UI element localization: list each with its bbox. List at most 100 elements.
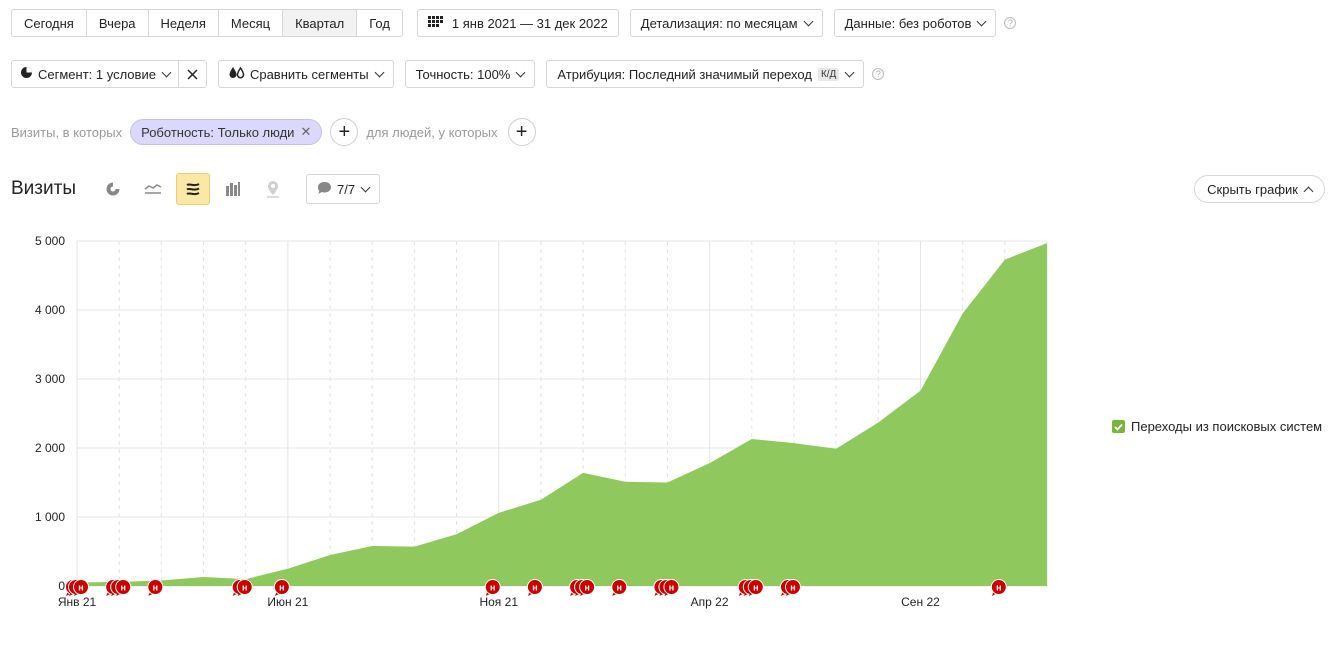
toolbar-row-1: Сегодня Вчера Неделя Месяц Квартал Год 1 янв … [11, 9, 1017, 37]
annotation-marker-label: н [120, 583, 125, 593]
annotation-marker-label: н [78, 583, 83, 593]
x-tick-label: Янв 21 [58, 595, 97, 609]
toolbar-row-2: Сегмент: 1 условие Сравнить сегменты Точ… [11, 60, 885, 88]
visits-area-chart: 0 1 000 2 000 3 000 4 000 5 000 Янв 21 Июн 21 Но… [35, 234, 1048, 609]
compare-label: Сравнить сегменты [249, 66, 369, 82]
filter-chip-label: Роботность: Только люди [141, 124, 295, 140]
y-tick-label: 1 000 [35, 510, 65, 524]
annotation-marker [236, 579, 253, 595]
attribution-dropdown[interactable]: Атрибуция: Последний значимый переход К/… [546, 60, 865, 88]
segment-label: Сегмент: 1 условие [38, 66, 156, 82]
annotation-marker [115, 579, 132, 595]
annotation-marker-label: н [669, 583, 674, 593]
chart-legend: Переходы из поисковых систем [1112, 419, 1322, 434]
filter-row: Визиты, в которых Роботность: Только люд… [11, 118, 536, 146]
x-tick-label: Ноя 21 [479, 595, 518, 609]
chevron-down-icon [161, 67, 172, 77]
annotation-marker [273, 579, 290, 595]
series-area [77, 243, 1047, 586]
area-chart-icon[interactable] [175, 173, 210, 205]
annotation-marker [147, 579, 164, 595]
help-icon[interactable]: ? [1004, 17, 1017, 29]
chevron-down-icon [374, 67, 385, 77]
annotation-marker [611, 579, 628, 595]
chevron-down-icon [844, 67, 855, 77]
pie-chart-icon[interactable] [96, 173, 130, 205]
annotation-marker [784, 579, 801, 595]
annotation-marker [990, 579, 1007, 595]
annotation-marker-label: н [790, 583, 795, 593]
annotations-dropdown[interactable]: 7/7 [305, 174, 381, 204]
attribution-badge: К/Д [817, 67, 840, 81]
close-icon[interactable]: ✕ [300, 124, 312, 139]
comment-bubble-icon [317, 181, 332, 198]
filter-suffix: для людей, у которых [366, 124, 498, 140]
annotation-marker-label: н [242, 583, 247, 593]
bar-chart-icon[interactable] [216, 173, 250, 205]
accuracy-label: Точность: 100% [415, 66, 511, 82]
attribution-label: Атрибуция: Последний значимый переход [557, 66, 812, 82]
chevron-up-icon [1303, 186, 1314, 196]
map-chart-icon[interactable] [256, 173, 290, 205]
report-header: Визиты 7/7 [11, 173, 391, 205]
chevron-down-icon [803, 16, 814, 26]
annotation-marker-label: н [279, 583, 284, 593]
segment-clear-button[interactable] [178, 61, 206, 87]
y-tick-label: 3 000 [35, 372, 65, 386]
annotation-marker-label: н [153, 583, 158, 593]
segment-dropdown[interactable]: Сегмент: 1 условие [12, 61, 179, 87]
segment-control: Сегмент: 1 условие [11, 60, 207, 88]
compare-segments-dropdown[interactable]: Сравнить сегменты [217, 60, 394, 88]
chevron-down-icon [515, 67, 526, 77]
chevron-down-icon [360, 182, 371, 192]
annotation-marker [484, 579, 501, 595]
add-user-filter-button[interactable]: + [507, 118, 536, 146]
close-icon [187, 68, 198, 80]
annotation-marker-label: н [490, 583, 495, 593]
y-tick-label: 2 000 [35, 441, 65, 455]
annotation-marker-label: н [584, 583, 589, 593]
date-range-label: 1 янв 2021 — 31 дек 2022 [451, 15, 608, 31]
chevron-down-icon [976, 16, 987, 26]
annotation-marker [579, 579, 596, 595]
legend-series-label: Переходы из поисковых систем [1131, 419, 1323, 434]
help-icon[interactable]: ? [872, 68, 885, 80]
annotation-marker [73, 579, 89, 595]
filter-chip[interactable]: Роботность: Только люди ✕ [130, 119, 323, 145]
data-filter-label: Данные: без роботов [844, 15, 972, 31]
report-title: Визиты [11, 178, 76, 199]
x-tick-label: Июн 21 [267, 595, 308, 609]
data-filter-dropdown[interactable]: Данные: без роботов [833, 9, 997, 37]
annotation-marker [663, 579, 680, 595]
period-option[interactable]: Квартал [283, 10, 358, 36]
annotation-marker [747, 579, 764, 595]
hide-chart-label: Скрыть график [1207, 181, 1298, 197]
date-range-button[interactable]: 1 янв 2021 — 31 дек 2022 [416, 9, 619, 37]
annotation-marker-label: н [617, 583, 622, 593]
period-option[interactable]: Неделя [148, 10, 219, 36]
period-option[interactable]: Год [357, 10, 402, 36]
period-option[interactable]: Сегодня [12, 10, 87, 36]
series-counter: 7/7 [336, 181, 356, 197]
accuracy-dropdown[interactable]: Точность: 100% [404, 60, 536, 88]
period-option[interactable]: Вчера [86, 10, 149, 36]
annotation-marker-label: н [753, 583, 758, 593]
filter-prefix: Визиты, в которых [11, 124, 123, 140]
drops-icon [229, 66, 245, 82]
x-tick-label: Сен 22 [901, 595, 940, 609]
period-selector: Сегодня Вчера Неделя Месяц Квартал Год [11, 9, 403, 37]
y-tick-label: 0 [58, 579, 65, 593]
pie-segment-icon [20, 66, 33, 82]
detail-dropdown[interactable]: Детализация: по месяцам [629, 9, 823, 37]
add-visit-filter-button[interactable]: + [330, 118, 359, 146]
legend-checkbox[interactable] [1112, 420, 1125, 433]
calendar-grid-icon [427, 15, 444, 31]
annotation-marker [526, 579, 543, 595]
annotation-marker-label: н [996, 583, 1001, 593]
hide-chart-button[interactable]: Скрыть график [1194, 175, 1325, 203]
annotation-marker-label: н [532, 583, 537, 593]
y-tick-label: 4 000 [35, 303, 65, 317]
line-chart-icon[interactable] [136, 173, 170, 205]
x-tick-label: Апр 22 [691, 595, 729, 609]
period-option[interactable]: Месяц [218, 10, 284, 36]
